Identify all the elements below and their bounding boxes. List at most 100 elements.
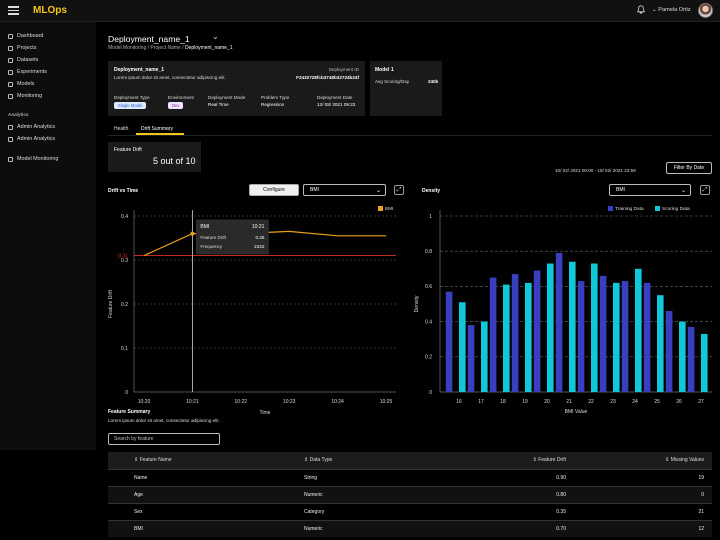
feature-drift-card: Feature Drift 5 out of 10 — [108, 142, 201, 172]
brand-logo[interactable]: MLOps — [33, 5, 67, 16]
y-tick-label: 0 — [125, 390, 128, 396]
bar — [459, 302, 466, 392]
density-feature-select-value: BMI — [616, 187, 625, 193]
x-tick-label: 21 — [566, 399, 572, 405]
breadcrumb-item[interactable]: Project Name — [150, 45, 181, 51]
x-tick-label: 19 — [522, 399, 528, 405]
user-menu[interactable]: ⌄ Pamela Ortiz — [652, 7, 691, 13]
bar — [657, 295, 664, 392]
sidebar-item-admin-analytics-2[interactable]: Admin Analytics — [8, 136, 55, 142]
bar — [599, 275, 607, 392]
sidebar-item-dashboard[interactable]: Dashboard — [8, 33, 43, 39]
x-tick-label: 16 — [456, 399, 462, 405]
data-point — [190, 231, 195, 236]
y-tick-label: 0.3 — [121, 258, 128, 264]
avatar[interactable] — [698, 3, 713, 18]
sidebar-item-label: Dashboard — [17, 33, 44, 39]
tabs-divider — [108, 135, 712, 136]
model-title: Model 1 — [375, 67, 394, 73]
breadcrumb-separator: / — [147, 45, 150, 51]
model-card: Model 1 Avg Scoring/Day 240k — [370, 61, 442, 116]
table-row[interactable]: Sex Category 0.35 21 — [108, 502, 712, 520]
density-feature-select[interactable]: BMI ⌄ — [609, 184, 691, 196]
legend-swatch — [608, 206, 613, 211]
sidebar-item-admin-analytics[interactable]: Admin Analytics — [8, 124, 55, 130]
cell-feature-name: Sex — [108, 502, 278, 520]
sidebar-item-experiments[interactable]: Experiments — [8, 69, 47, 75]
expand-icon[interactable]: ⤢ — [394, 185, 404, 195]
cell-feature-drift: 0.80 — [438, 485, 574, 503]
column-header-feature-name[interactable]: ⇕ Feature Name — [108, 452, 278, 469]
configure-button[interactable]: Configure — [249, 184, 299, 196]
breadcrumb-item[interactable]: Model Monitoring — [108, 45, 147, 51]
y-tick-label: 0.8 — [425, 249, 432, 255]
cell-data-type: Numeric — [278, 485, 438, 503]
folder-icon — [8, 45, 13, 51]
bar — [489, 277, 497, 392]
cell-data-type: Category — [278, 502, 438, 520]
legend-swatch — [655, 206, 660, 211]
sidebar-item-label: Datasets — [17, 57, 39, 63]
table-row[interactable]: Age Numeric 0.80 0 — [108, 485, 712, 503]
expand-icon[interactable]: ⤢ — [700, 185, 710, 195]
drift-feature-select[interactable]: BMI ⌄ — [303, 184, 386, 196]
tab-drift-summary[interactable]: Drift Summary — [141, 126, 173, 132]
main-content: Deployment_name_1 ⌄ Model Monitoring / P… — [96, 22, 720, 540]
bell-icon[interactable] — [636, 5, 646, 16]
deployment-date-label: Deployment Date — [317, 95, 353, 100]
column-header-label: Feature Name — [139, 457, 172, 464]
cell-feature-drift: 0.35 — [438, 502, 574, 520]
density-chart-title: Density — [422, 188, 441, 194]
sidebar-item-models[interactable]: Models — [8, 81, 34, 87]
column-header-missing-values[interactable]: ⇕ Missing Values — [574, 452, 712, 469]
column-header-data-type[interactable]: ⇕ Data Type — [278, 452, 438, 469]
bar — [679, 321, 686, 392]
feature-table: ⇕ Feature Name ⇕ Data Type ⇕ Feature Dri… — [108, 452, 712, 537]
x-tick-label: 23 — [610, 399, 616, 405]
sidebar-item-label: Experiments — [17, 69, 47, 75]
sidebar-item-model-monitoring[interactable]: Model Monitoring — [8, 156, 58, 162]
legend-label: Training Data — [615, 206, 644, 212]
breadcrumb-separator: / — [182, 45, 184, 51]
chart-icon — [8, 136, 13, 142]
cell-missing-values: 21 — [574, 502, 712, 520]
x-tick-label: 10:25 — [380, 399, 393, 405]
column-header-feature-drift[interactable]: ⇕ Feature Drift — [438, 452, 574, 469]
filter-by-date-button[interactable]: Filter By Date — [666, 162, 712, 174]
avg-scoring-label: Avg Scoring/Day — [375, 79, 410, 84]
sidebar-item-monitoring[interactable]: Monitoring — [8, 93, 42, 99]
menu-icon[interactable] — [8, 6, 19, 15]
x-tick-label: 20 — [544, 399, 550, 405]
drift-feature-select-value: BMI — [310, 187, 319, 193]
bar — [481, 321, 488, 392]
breadcrumb: Model Monitoring / Project Name / Deploy… — [108, 45, 233, 51]
drift-chart-title: Drift vs Time — [108, 188, 139, 194]
bar — [591, 263, 598, 392]
search-input[interactable]: Search by feature — [108, 433, 220, 445]
x-axis-label: Time — [260, 410, 271, 416]
threshold-label: 0.31 — [118, 253, 128, 259]
sort-icon: ⇕ — [665, 457, 671, 464]
deployment-id-label: Deployment ID — [328, 67, 359, 72]
x-tick-label: 18 — [500, 399, 506, 405]
sidebar-item-projects[interactable]: Projects — [8, 45, 36, 51]
sidebar-item-datasets[interactable]: Datasets — [8, 57, 38, 63]
table-row[interactable]: BMI Numeric 0.70 12 — [108, 519, 712, 537]
column-header-label: Data Type — [309, 457, 333, 464]
table-row[interactable]: Name String 0.90 19 — [108, 468, 712, 486]
database-icon — [8, 57, 13, 63]
deployment-mode-value: Real Time — [208, 102, 229, 107]
cell-feature-name: Name — [108, 468, 278, 486]
deployment-type-badge: Single Model — [114, 102, 147, 109]
cell-feature-name: BMI — [108, 519, 278, 537]
drift-chart: 0 0.1 0.2 0.3 0.4 0.31 10:20 10:21 10:22 10:23 10:… — [108, 206, 396, 416]
breadcrumb-current: Deployment_name_1 — [185, 45, 233, 51]
top-bar: MLOps ⌄ Pamela Ortiz — [0, 0, 720, 22]
tab-health[interactable]: Health — [114, 126, 129, 132]
x-tick-label: 10:21 — [186, 399, 199, 405]
x-tick-label: 10:23 — [283, 399, 296, 405]
y-tick-label: 0.1 — [121, 346, 128, 352]
cell-data-type: String — [278, 468, 438, 486]
column-header-label: Missing Values — [670, 457, 704, 464]
chevron-down-icon[interactable]: ⌄ — [212, 32, 219, 41]
